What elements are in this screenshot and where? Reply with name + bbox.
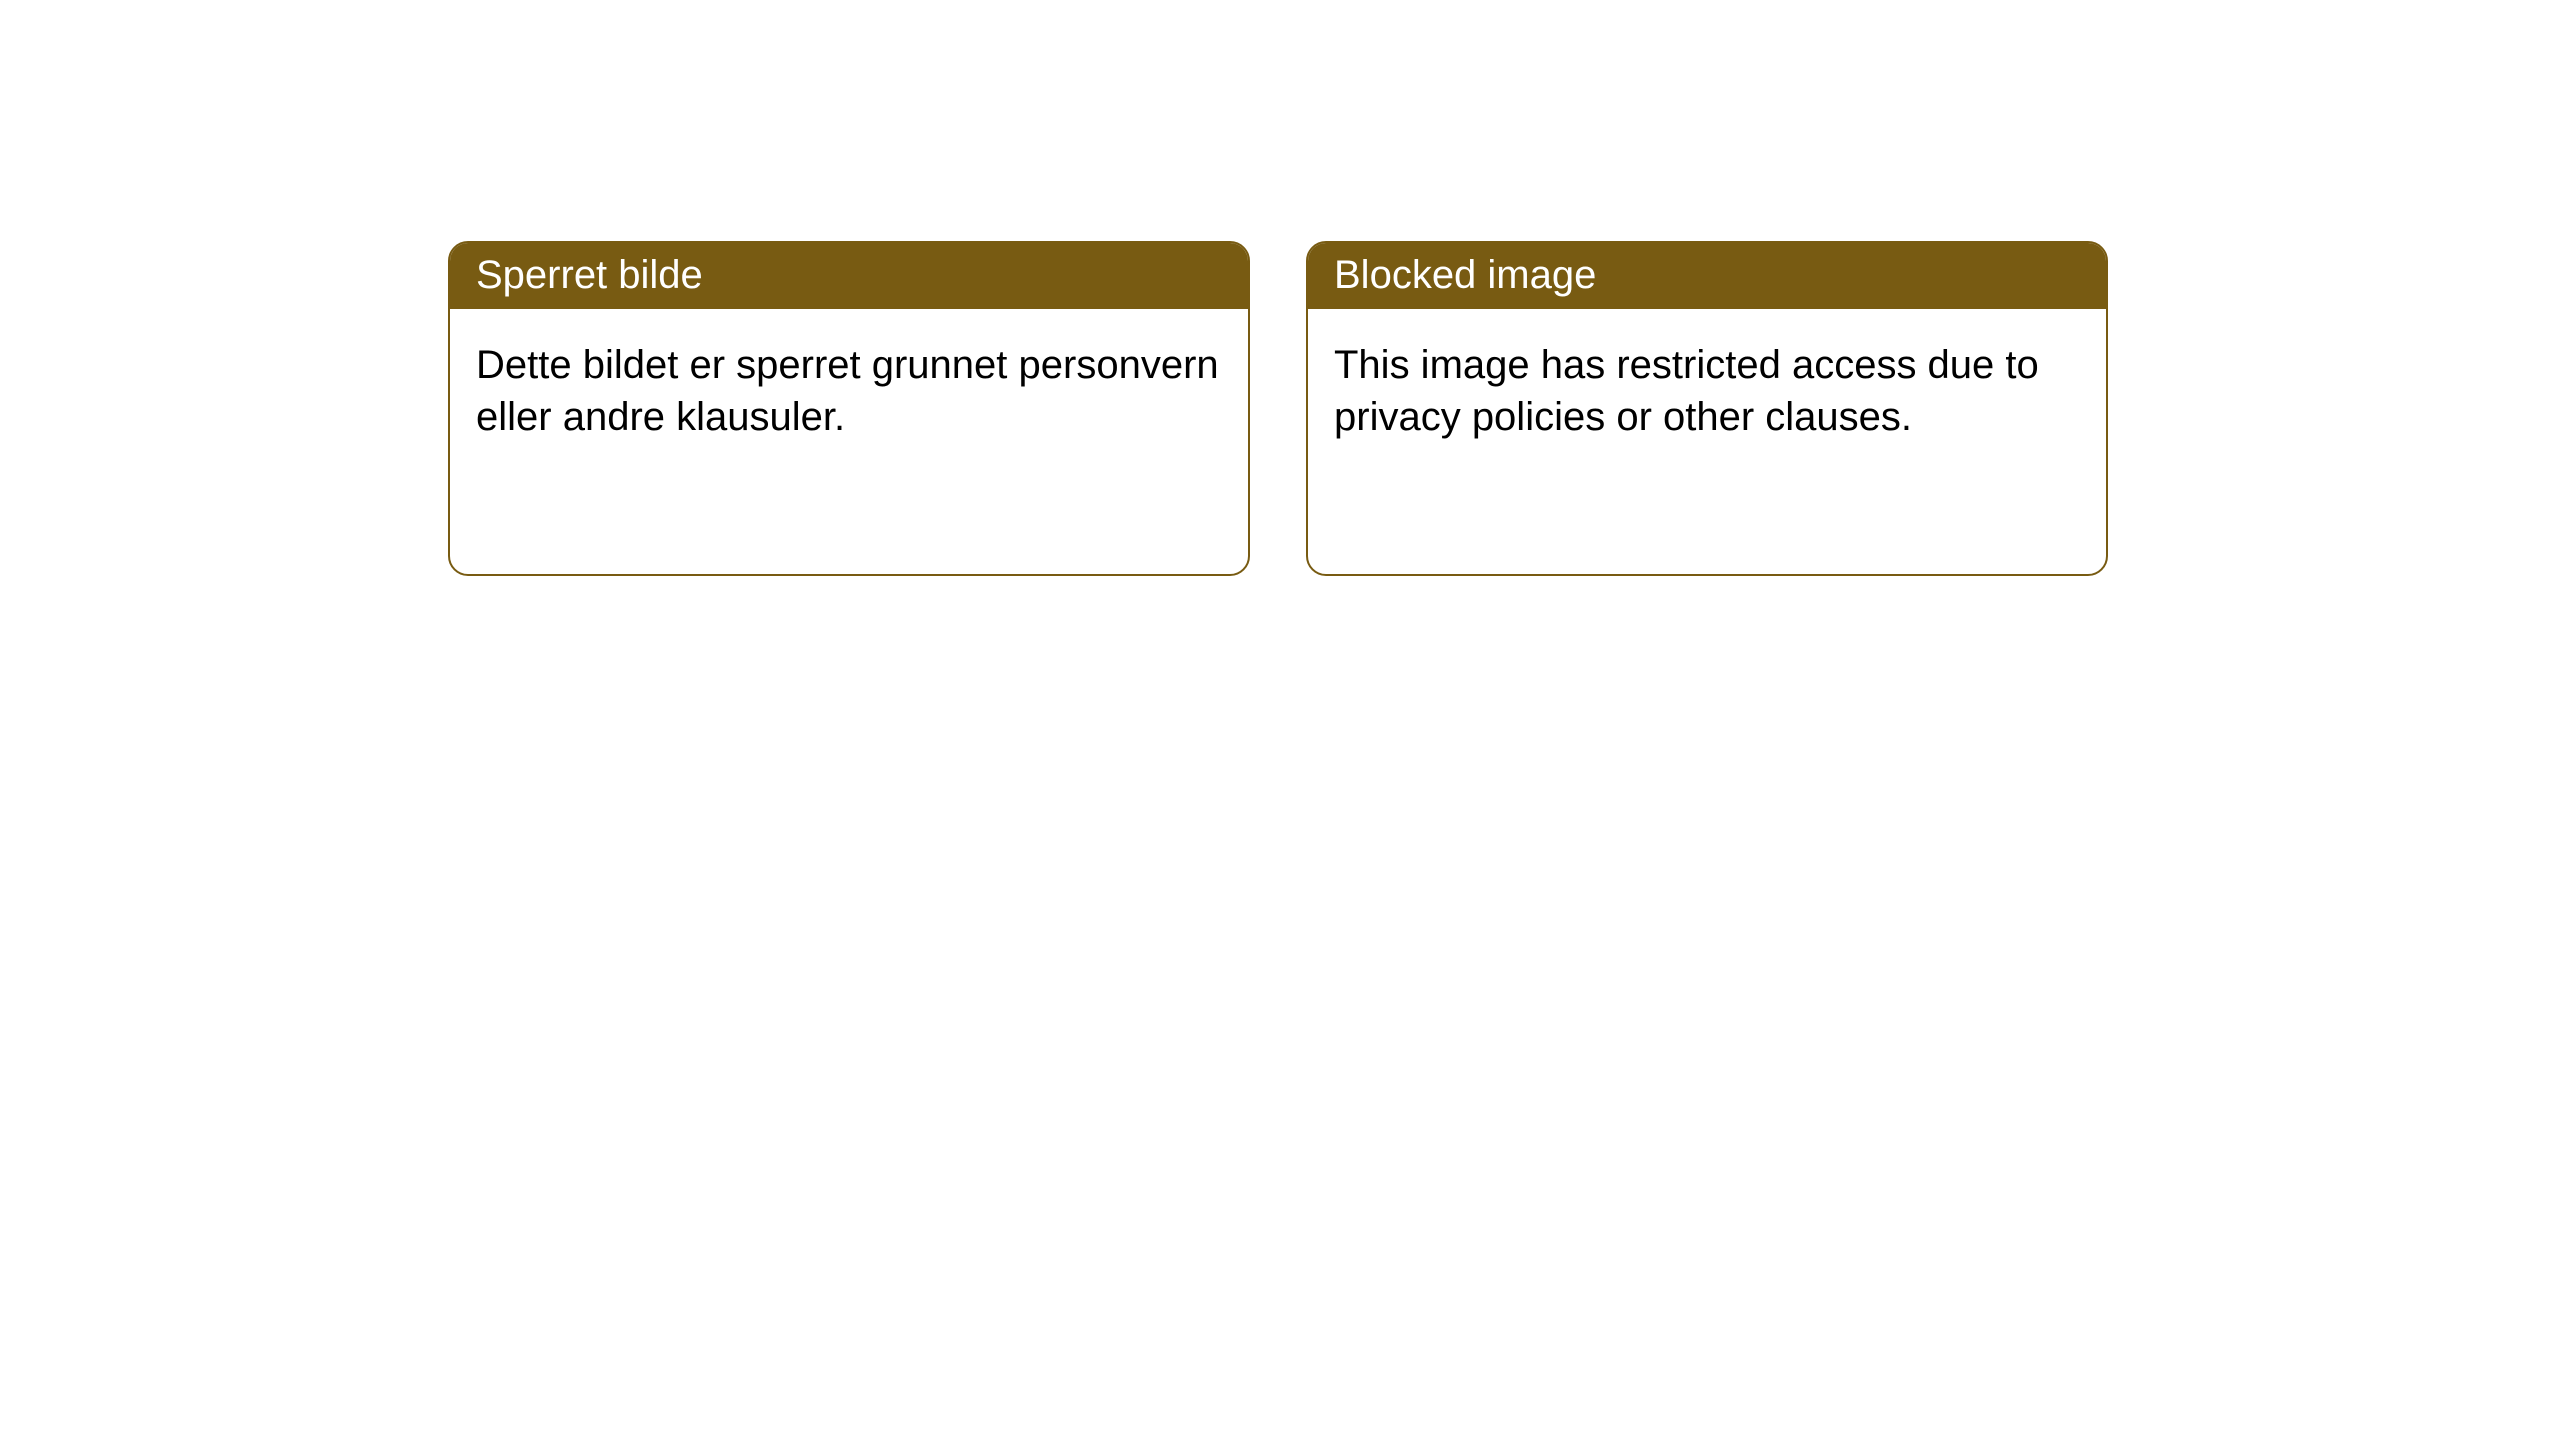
notice-cards-container: Sperret bilde Dette bildet er sperret gr… [0,0,2560,576]
card-header: Blocked image [1308,243,2106,309]
card-message: Dette bildet er sperret grunnet personve… [476,343,1219,439]
card-header: Sperret bilde [450,243,1248,309]
card-title: Sperret bilde [476,253,703,297]
card-body: This image has restricted access due to … [1308,309,2106,473]
card-body: Dette bildet er sperret grunnet personve… [450,309,1248,473]
blocked-image-card-english: Blocked image This image has restricted … [1306,241,2108,576]
blocked-image-card-norwegian: Sperret bilde Dette bildet er sperret gr… [448,241,1250,576]
card-title: Blocked image [1334,253,1596,297]
card-message: This image has restricted access due to … [1334,343,2039,439]
